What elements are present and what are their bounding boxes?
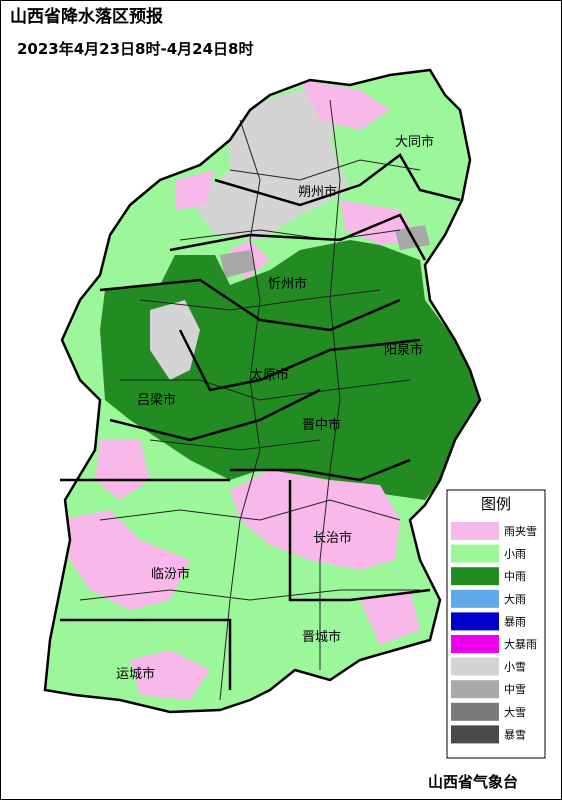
inner-borders bbox=[79, 99, 421, 701]
city-labels: 大同市 朔州市 忻州市 阳泉市 吕梁市 太原市 晋中市 长治市 临汾市 晋城市 … bbox=[116, 134, 434, 682]
legend-label: 中雨 bbox=[504, 570, 526, 583]
city-label: 长治市 bbox=[313, 530, 352, 546]
city-borders bbox=[43, 68, 482, 714]
legend-label: 大暴雨 bbox=[504, 637, 537, 651]
city-label: 大同市 bbox=[395, 134, 434, 150]
province-border bbox=[43, 68, 482, 714]
city-label: 临汾市 bbox=[151, 566, 190, 582]
area-sleet bbox=[60, 440, 420, 700]
city-label: 太原市 bbox=[250, 367, 289, 383]
legend-swatch bbox=[451, 589, 499, 608]
city-label: 运城市 bbox=[116, 666, 155, 682]
area-sleet bbox=[175, 80, 420, 280]
city-label: 吕梁市 bbox=[137, 392, 176, 408]
legend-swatch bbox=[451, 635, 499, 653]
legend-swatch bbox=[451, 544, 499, 563]
area-light-snow bbox=[150, 300, 200, 380]
legend-label: 暴雪 bbox=[504, 728, 526, 741]
city-label: 晋中市 bbox=[302, 417, 341, 433]
legend-swatch bbox=[451, 522, 499, 540]
city-label: 朔州市 bbox=[298, 184, 337, 200]
county-borders bbox=[79, 99, 421, 701]
legend-title: 图例 bbox=[481, 495, 511, 513]
area-moderate-rain bbox=[100, 240, 480, 500]
legend-label: 雨夹雪 bbox=[504, 525, 537, 538]
legend-label: 暴雨 bbox=[504, 615, 526, 628]
legend-label: 小雪 bbox=[504, 661, 526, 674]
legend-swatch bbox=[451, 657, 499, 676]
legend-label: 中雪 bbox=[504, 683, 526, 696]
legend-label: 小雨 bbox=[504, 548, 526, 561]
city-label: 忻州市 bbox=[268, 276, 307, 292]
major-borders bbox=[60, 153, 461, 690]
city-label: 阳泉市 bbox=[384, 342, 423, 358]
subtitle: 2023年4月23日8时-4月24日8时 bbox=[17, 40, 253, 58]
legend-label: 大雨 bbox=[504, 592, 526, 606]
legend-swatch bbox=[451, 680, 499, 699]
legend-swatch bbox=[451, 567, 499, 586]
legend-label: 大雪 bbox=[504, 705, 526, 719]
legend-swatch bbox=[451, 702, 499, 721]
footer: 山西省气象台 bbox=[428, 773, 518, 791]
legend-swatch bbox=[451, 725, 499, 744]
title: 山西省降水落区预报 bbox=[10, 6, 163, 27]
city-label: 晋城市 bbox=[302, 629, 341, 645]
legend-swatch bbox=[451, 612, 499, 631]
